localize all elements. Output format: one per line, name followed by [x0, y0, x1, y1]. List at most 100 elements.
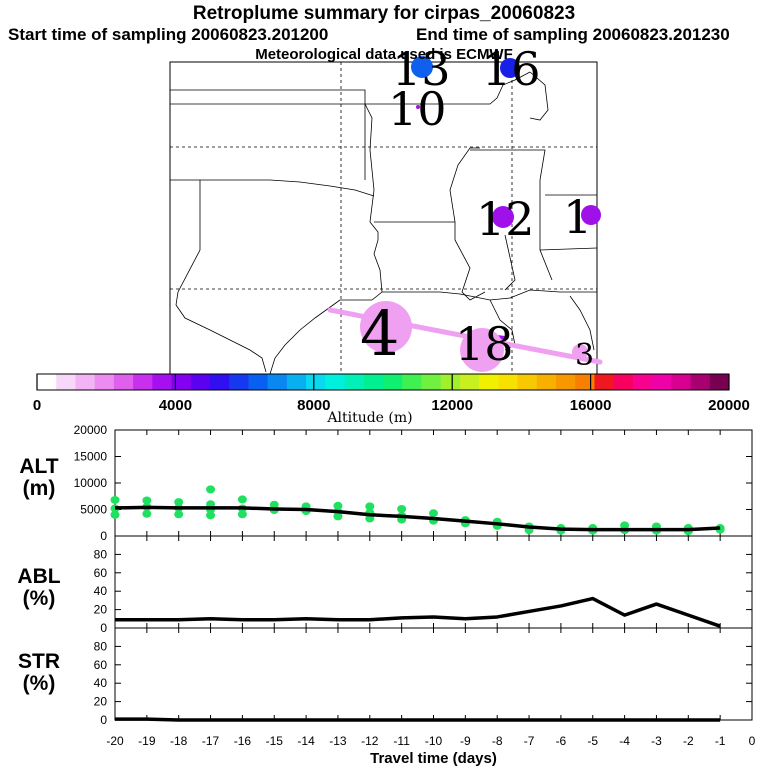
plume-day-label: 12	[476, 192, 535, 246]
colorbar-segment	[421, 374, 442, 390]
y-tick-label: 60	[94, 658, 108, 672]
end-time: End time of sampling 20060823.201230	[416, 25, 730, 44]
start-time: Start time of sampling 20060823.201200	[8, 25, 329, 44]
colorbar-segment	[210, 374, 230, 390]
colorbar-tick-label: 0	[33, 397, 41, 414]
colorbar-segment	[75, 374, 96, 390]
chart-title: Retroplume summary for cirpas_20060823	[192, 3, 576, 24]
panel-abl: 0 20 40 60 80	[94, 535, 753, 635]
colorbar-segment	[498, 374, 519, 390]
plume-point	[500, 58, 520, 78]
sampling-times: Start time of sampling 20060823.201200 E…	[8, 25, 768, 45]
colorbar-segment	[344, 374, 365, 390]
x-tick-label: -6	[556, 734, 567, 748]
colorbar-segment	[556, 374, 576, 390]
x-tick-label: -9	[460, 734, 471, 748]
plume-point	[581, 205, 601, 225]
colorbar-segment	[517, 374, 538, 390]
colorbar-segment	[575, 374, 595, 390]
alt-scatter-point	[174, 498, 184, 507]
colorbar-segment	[113, 374, 134, 390]
colorbar-segment	[709, 374, 730, 390]
plume-day-label: 1	[563, 190, 592, 244]
x-tick-label: -17	[202, 734, 220, 748]
altitude-colorbar: 0 4000 8000 12000 16000 20000	[33, 373, 750, 414]
colorbar-segment	[267, 374, 288, 390]
x-tick-label: -15	[266, 734, 284, 748]
plume-point	[416, 105, 420, 109]
y-tick-label: 20	[94, 603, 108, 617]
colorbar-tick-label: 12000	[431, 397, 473, 414]
colorbar-segment	[536, 374, 557, 390]
x-tick-label: -18	[170, 734, 188, 748]
x-tick-label: -11	[393, 734, 410, 748]
panel-str: 0 20 40 60 80	[94, 627, 753, 727]
alt-scatter-point	[237, 510, 247, 519]
x-tick-label: -5	[587, 734, 598, 748]
plume-points	[360, 56, 601, 372]
str-series-line	[115, 717, 721, 722]
colorbar-segment	[133, 374, 153, 390]
plume-point	[411, 56, 433, 78]
colorbar-segment	[652, 374, 672, 390]
abl-series-line	[115, 596, 721, 628]
colorbar-segment	[171, 374, 192, 390]
plume-point	[360, 301, 412, 353]
y-tick-label: 0	[100, 713, 107, 727]
colorbar-segment	[613, 374, 634, 390]
colorbar-segment	[306, 374, 326, 390]
plume-day-label: 18	[455, 317, 514, 371]
x-tick-label: -10	[425, 734, 443, 748]
y-tick-label: 40	[94, 584, 108, 598]
alt-scatter-point	[110, 510, 120, 519]
y-tick-label: 60	[94, 566, 108, 580]
colorbar-segment	[229, 374, 249, 390]
x-tick-label: -19	[138, 734, 156, 748]
x-tick-label: -1	[715, 734, 726, 748]
plume-point	[460, 328, 504, 372]
colorbar-title: Altitude (m)	[327, 410, 413, 426]
colorbar-segment	[479, 374, 499, 390]
colorbar-segment	[690, 374, 711, 390]
x-tick-label: -20	[106, 734, 124, 748]
colorbar-segment	[56, 374, 76, 390]
panel-alt: 0 5000 10000 15000 20000	[74, 423, 753, 543]
colorbar-segment	[363, 374, 384, 390]
panel-frame	[114, 535, 753, 629]
x-tick-label: -8	[492, 734, 503, 748]
x-tick-label: -2	[683, 734, 694, 748]
y-tick-label: 10000	[74, 476, 108, 490]
abl-ylabel: ABL (%)	[17, 565, 61, 610]
x-tick-label: -14	[297, 734, 315, 748]
x-tick-label: -13	[329, 734, 347, 748]
colorbar-segment	[325, 374, 346, 390]
alt-scatter-point	[110, 495, 120, 504]
plume-day-label: 13	[392, 42, 451, 96]
alt-scatter-point	[174, 510, 184, 519]
colorbar-segment	[440, 374, 461, 390]
y-tick-label: 80	[94, 639, 108, 653]
plume-day-label: 4	[360, 297, 399, 370]
y-tick-label: 80	[94, 547, 108, 561]
y-tick-label: 0	[100, 621, 107, 635]
colorbar-tick-label: 16000	[570, 397, 612, 414]
colorbar-segment	[286, 374, 307, 390]
plume-point	[572, 344, 588, 360]
alt-scatter-point	[142, 509, 152, 518]
colorbar-segment	[248, 374, 269, 390]
colorbar-segment	[383, 374, 403, 390]
y-tick-label: 40	[94, 676, 108, 690]
y-tick-label: 20000	[74, 423, 108, 437]
alt-scatter-point	[206, 511, 216, 520]
y-tick-label: 5000	[80, 503, 107, 517]
y-tick-label: 20	[94, 695, 108, 709]
y-tick-label: 15000	[74, 450, 108, 464]
colorbar-segment	[94, 374, 115, 390]
alt-scatter-point	[397, 504, 407, 513]
colorbar-segment	[190, 374, 211, 390]
x-tick-label: -12	[361, 734, 379, 748]
y-tick-label: 0	[100, 529, 107, 543]
